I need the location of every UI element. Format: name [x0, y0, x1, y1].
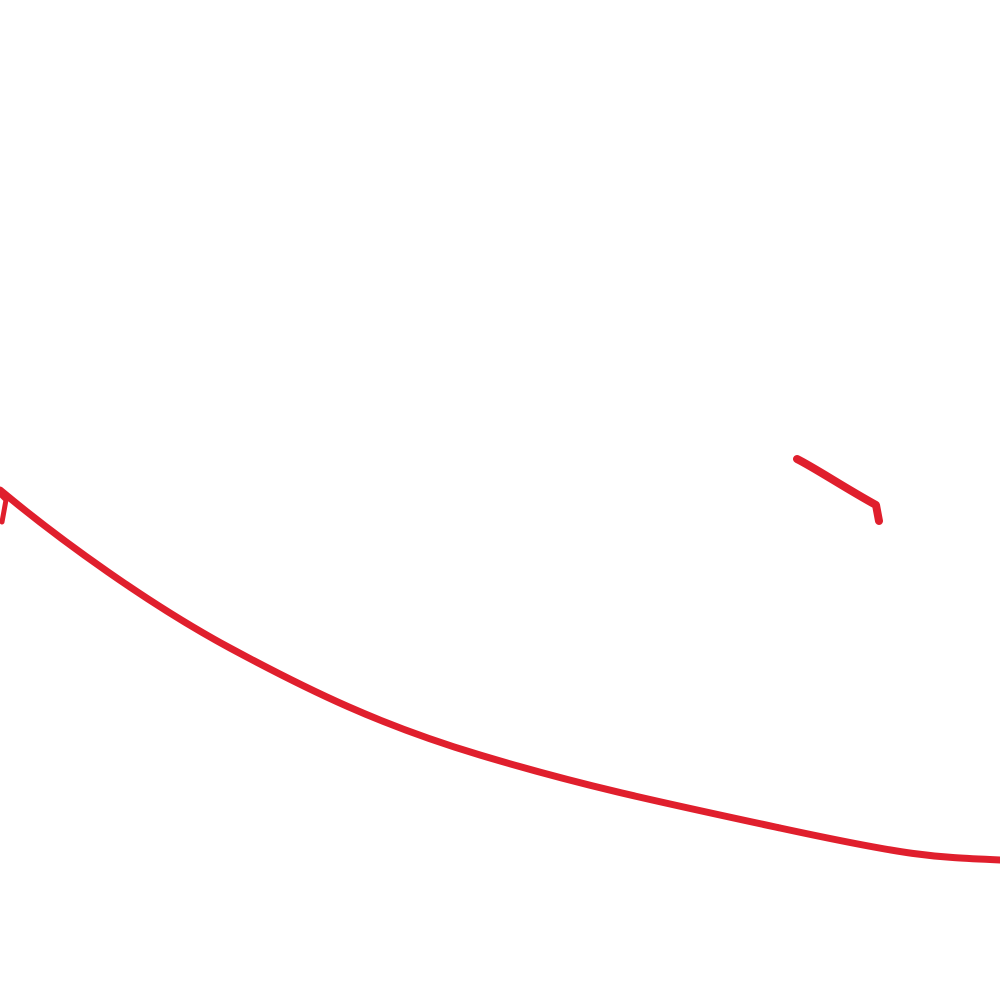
red-stroke [0, 486, 1000, 864]
red-stroke-edge [0, 491, 9, 525]
red-stroke-short [793, 455, 883, 525]
